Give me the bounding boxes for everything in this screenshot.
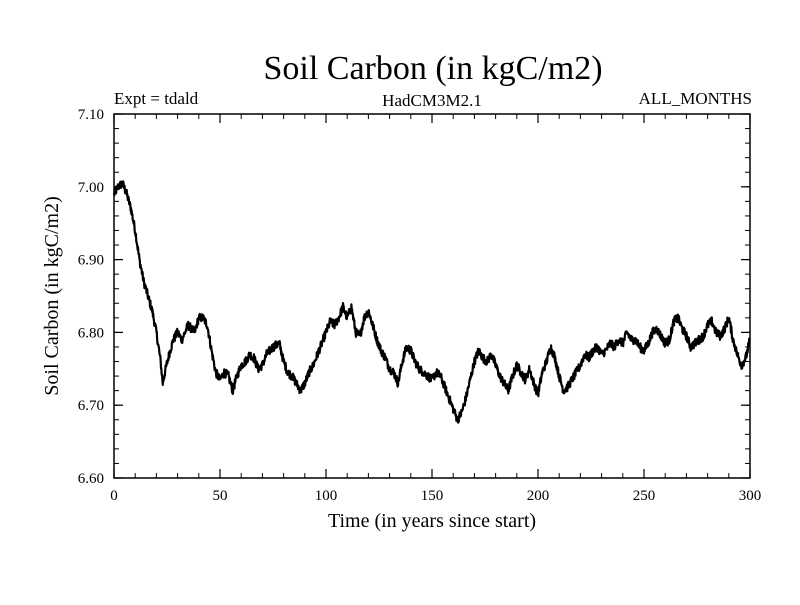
soil-carbon-line: [112, 180, 751, 424]
y-tick-label: 6.80: [78, 325, 104, 341]
plot-frame: [113, 113, 751, 479]
x-axis-label: Time (in years since start): [328, 510, 536, 532]
x-tick-label: 50: [213, 488, 228, 504]
months-label: ALL_MONTHS: [639, 89, 752, 108]
x-tick-label: 100: [315, 488, 338, 504]
x-axis-tick-labels: 0 50 100 150 200 250 300: [110, 488, 761, 504]
y-axis-tick-labels: 6.60 6.70 6.80 6.90 7.00 7.10: [78, 107, 104, 487]
x-axis-ticks: [113, 114, 751, 478]
y-tick-label: 6.60: [78, 471, 104, 487]
x-tick-label: 150: [421, 488, 444, 504]
x-tick-label: 300: [739, 488, 762, 504]
chart-title: Soil Carbon (in kgC/m2): [263, 50, 602, 87]
model-label: HadCM3M2.1: [382, 91, 482, 110]
y-axis-ticks: [114, 113, 750, 479]
y-tick-label: 7.10: [78, 107, 104, 123]
y-tick-label: 6.70: [78, 398, 104, 414]
y-axis-label: Soil Carbon (in kgC/m2): [41, 196, 63, 395]
x-tick-label: 200: [527, 488, 550, 504]
y-tick-label: 6.90: [78, 253, 104, 269]
experiment-label: Expt = tdald: [114, 89, 199, 108]
x-tick-label: 250: [633, 488, 656, 504]
x-tick-label: 0: [110, 488, 118, 504]
y-tick-label: 7.00: [78, 180, 104, 196]
